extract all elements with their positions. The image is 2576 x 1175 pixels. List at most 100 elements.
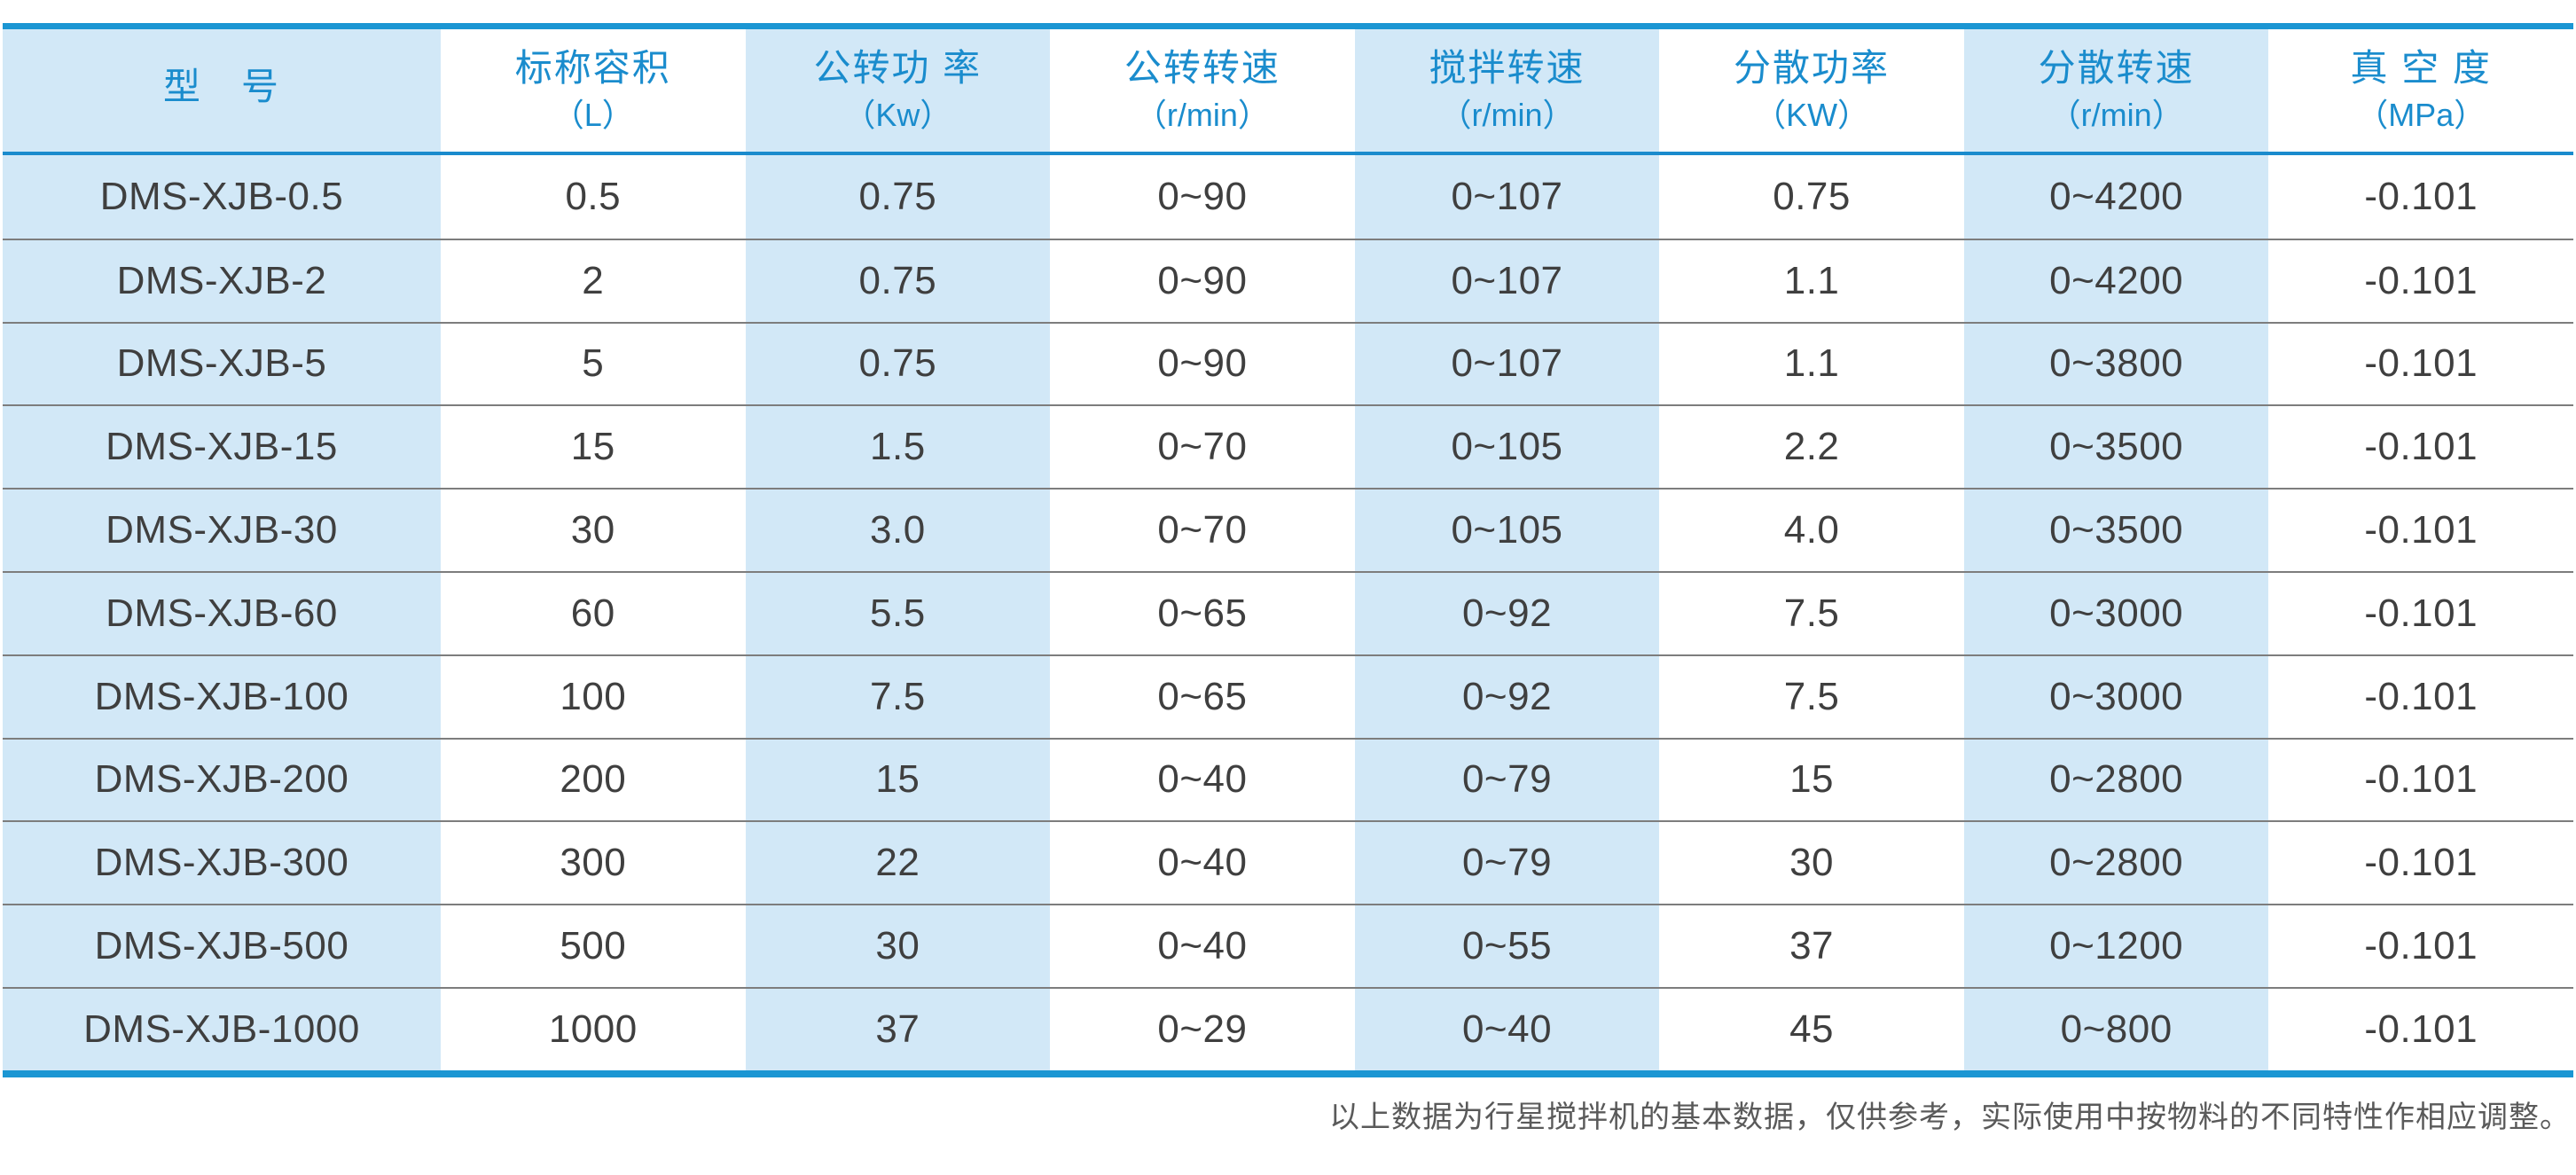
value-cell: 0~3500 — [1963, 406, 2269, 489]
value-cell: -0.101 — [2268, 490, 2573, 571]
value-cell: 15 — [1659, 739, 1964, 821]
value-cell: 0~1200 — [1963, 905, 2269, 987]
spec-table: 型 号 标称容积 （L） 公转功 率 （Kw） 公转转速 （r/min） 搅拌转… — [3, 23, 2573, 1077]
value-cell: 0.5 — [441, 155, 746, 239]
value-cell: 30 — [745, 905, 1051, 987]
value-cell: 15 — [745, 739, 1051, 821]
value-cell: -0.101 — [2268, 822, 2573, 905]
value-cell: 5.5 — [745, 572, 1051, 654]
column-unit: （KW） — [1754, 97, 1870, 134]
value-cell: 0~70 — [1050, 490, 1355, 571]
column-header-vacuum: 真 空 度 （MPa） — [2268, 29, 2573, 152]
value-cell: 2 — [441, 239, 746, 322]
footer: 以上数据为行星搅拌机的基本数据，仅供参考，实际使用中按物料的不同特性作相应调整。 — [0, 1077, 2576, 1152]
value-cell: -0.101 — [2268, 655, 2573, 738]
model-cell: DMS-XJB-500 — [3, 905, 441, 987]
value-cell: 0~107 — [1354, 155, 1660, 239]
column-label: 型 号 — [162, 65, 280, 107]
table-row: DMS-XJB-2 2 0.75 0~90 0~107 1.1 0~4200 -0.101 — [3, 238, 2573, 322]
value-cell: 7.5 — [1659, 655, 1964, 738]
column-header-dispersion-speed: 分散转速 （r/min） — [1963, 29, 2269, 152]
column-unit: （r/min） — [1134, 97, 1270, 134]
value-cell: -0.101 — [2268, 155, 2573, 239]
column-label: 分散功率 — [1734, 47, 1891, 90]
value-cell: 7.5 — [745, 655, 1051, 738]
value-cell: 0~105 — [1354, 490, 1660, 571]
value-cell: 0~3800 — [1963, 323, 2269, 405]
value-cell: 300 — [441, 822, 746, 905]
value-cell: 0~92 — [1354, 572, 1660, 654]
table-row: DMS-XJB-60 60 5.5 0~65 0~92 7.5 0~3000 -0.101 — [3, 570, 2573, 654]
value-cell: 3.0 — [745, 490, 1051, 571]
model-cell: DMS-XJB-15 — [3, 406, 441, 489]
model-cell: DMS-XJB-1000 — [3, 988, 441, 1070]
value-cell: 0~107 — [1354, 239, 1660, 322]
value-cell: 30 — [1659, 822, 1964, 905]
table-row: DMS-XJB-1000 1000 37 0~29 0~40 45 0~800 -0.101 — [3, 986, 2573, 1070]
value-cell: 0.75 — [745, 239, 1051, 322]
value-cell: 37 — [1659, 905, 1964, 987]
value-cell: 1.1 — [1659, 239, 1964, 322]
column-unit: （r/min） — [1439, 97, 1575, 134]
column-unit: （L） — [552, 97, 634, 134]
model-cell: DMS-XJB-0.5 — [3, 155, 441, 239]
value-cell: 0~3500 — [1963, 490, 2269, 571]
value-cell: -0.101 — [2268, 988, 2573, 1070]
value-cell: 0~90 — [1050, 239, 1355, 322]
value-cell: 0~40 — [1050, 739, 1355, 821]
model-cell: DMS-XJB-30 — [3, 490, 441, 571]
value-cell: 1.5 — [745, 406, 1051, 489]
value-cell: 0~90 — [1050, 155, 1355, 239]
value-cell: -0.101 — [2268, 739, 2573, 821]
column-header-capacity: 标称容积 （L） — [441, 29, 746, 152]
value-cell: 1000 — [441, 988, 746, 1070]
column-header-model: 型 号 — [3, 29, 441, 152]
value-cell: 0~3000 — [1963, 572, 2269, 654]
value-cell: 500 — [441, 905, 746, 987]
column-unit: （Kw） — [843, 97, 952, 134]
value-cell: 45 — [1659, 988, 1964, 1070]
value-cell: -0.101 — [2268, 905, 2573, 987]
column-label: 公转功 率 — [813, 47, 983, 90]
value-cell: 0~92 — [1354, 655, 1660, 738]
value-cell: 200 — [441, 739, 746, 821]
column-label: 分散转速 — [2038, 47, 2195, 90]
value-cell: 100 — [441, 655, 746, 738]
column-header-revolution-power: 公转功 率 （Kw） — [745, 29, 1051, 152]
value-cell: -0.101 — [2268, 572, 2573, 654]
column-unit: （MPa） — [2356, 97, 2486, 134]
table-body: DMS-XJB-0.5 0.5 0.75 0~90 0~107 0.75 0~4200 -0.… — [3, 155, 2573, 1070]
value-cell: 5 — [441, 323, 746, 405]
planetary-mixer-spec-sheet: 型 号 标称容积 （L） 公转功 率 （Kw） 公转转速 （r/min） 搅拌转… — [0, 23, 2576, 1175]
table-row: DMS-XJB-300 300 22 0~40 0~79 30 0~2800 -0.101 — [3, 820, 2573, 905]
table-row: DMS-XJB-200 200 15 0~40 0~79 15 0~2800 -0.101 — [3, 737, 2573, 821]
value-cell: 0~55 — [1354, 905, 1660, 987]
value-cell: 0~105 — [1354, 406, 1660, 489]
value-cell: -0.101 — [2268, 323, 2573, 405]
model-cell: DMS-XJB-2 — [3, 239, 441, 322]
value-cell: 0~40 — [1354, 988, 1660, 1070]
column-label: 公转转速 — [1124, 47, 1280, 90]
value-cell: 0.75 — [745, 155, 1051, 239]
value-cell: 22 — [745, 822, 1051, 905]
value-cell: 0~65 — [1050, 572, 1355, 654]
model-cell: DMS-XJB-60 — [3, 572, 441, 654]
table-row: DMS-XJB-0.5 0.5 0.75 0~90 0~107 0.75 0~4200 -0.… — [3, 155, 2573, 239]
value-cell: 0~29 — [1050, 988, 1355, 1070]
table-row: DMS-XJB-500 500 30 0~40 0~55 37 0~1200 -0.101 — [3, 904, 2573, 987]
value-cell: 0~800 — [1963, 988, 2269, 1070]
value-cell: 7.5 — [1659, 572, 1964, 654]
table-row: DMS-XJB-100 100 7.5 0~65 0~92 7.5 0~3000 -0.101 — [3, 654, 2573, 738]
column-label: 标称容积 — [514, 47, 671, 90]
value-cell: 37 — [745, 988, 1051, 1070]
value-cell: 0~79 — [1354, 822, 1660, 905]
value-cell: 0~2800 — [1963, 822, 2269, 905]
table-header-row: 型 号 标称容积 （L） 公转功 率 （Kw） 公转转速 （r/min） 搅拌转… — [3, 29, 2573, 155]
value-cell: 30 — [441, 490, 746, 571]
table-row: DMS-XJB-30 30 3.0 0~70 0~105 4.0 0~3500 -0.101 — [3, 488, 2573, 571]
column-header-stirring-speed: 搅拌转速 （r/min） — [1354, 29, 1660, 152]
value-cell: 0.75 — [745, 323, 1051, 405]
value-cell: 0~70 — [1050, 406, 1355, 489]
model-cell: DMS-XJB-100 — [3, 655, 441, 738]
footer-note: 以上数据为行星搅拌机的基本数据，仅供参考，实际使用中按物料的不同特性作相应调整。 — [1329, 1100, 2571, 1136]
